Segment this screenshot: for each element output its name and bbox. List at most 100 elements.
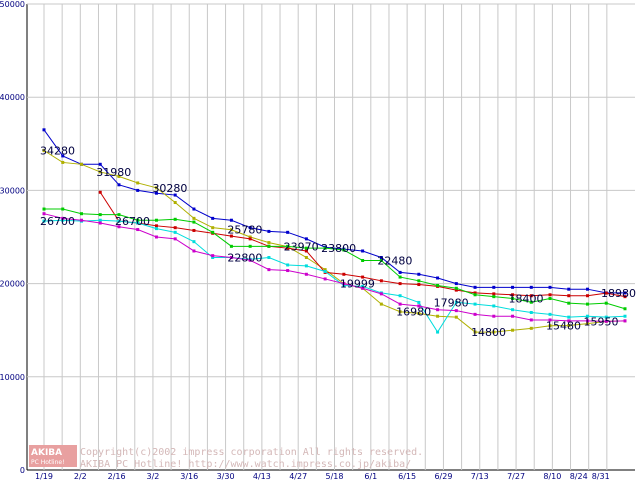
data-label: 25780 [227,224,262,237]
site-url-line: AKIBA PC Hotline! http://www.watch.impre… [80,459,411,470]
series-marker [604,315,608,319]
series-marker [361,286,365,290]
x-tick-label: 6/29 [434,472,452,480]
series-marker [548,293,552,297]
series-marker [304,246,308,250]
x-tick-label: 7/27 [507,472,525,480]
series-marker [61,218,65,222]
series-marker [361,249,365,253]
x-tick-label: 7/13 [471,472,489,480]
series-marker [454,282,458,286]
series-marker [511,293,515,297]
series-marker [492,285,496,289]
data-label: 23800 [321,242,356,255]
series-marker [379,302,383,306]
x-tick-label: 2/2 [74,472,87,480]
copyright-line: Copyright(c)2002 impress corporation All… [80,447,423,458]
data-label: 17980 [434,296,469,309]
series-marker [248,244,252,248]
y-tick-label: 50000 [0,0,25,9]
series-marker [61,160,65,164]
series-marker [286,246,290,250]
series-marker [136,181,140,185]
data-label: 26700 [40,215,75,228]
series-marker [417,300,421,304]
series-marker [154,218,158,222]
watermark: AKIBA PC Hotline! Copyright(c)2002 impre… [29,445,423,470]
series-marker [473,291,477,295]
series-marker [304,237,308,241]
series-marker [323,269,327,273]
data-label: 19999 [340,278,375,291]
series-marker [398,294,402,298]
series-marker [454,315,458,319]
series-marker [173,237,177,241]
series-marker [548,318,552,322]
series-marker [267,229,271,233]
series-marker [267,256,271,260]
series-marker [286,244,290,248]
series-line [44,208,626,310]
chart-series [42,128,627,334]
series-marker [548,324,552,328]
x-tick-label: 3/16 [180,472,198,480]
series-line [43,219,626,334]
series-marker [42,128,46,132]
series-marker [286,263,290,267]
series-marker [136,188,140,192]
series-marker [61,154,65,158]
akiba-logo-box [29,445,77,467]
data-label: 22480 [377,254,412,267]
series-marker [436,330,440,334]
series-marker [567,324,571,328]
series-marker [211,256,215,260]
series-marker [473,285,477,289]
x-tick-label: 8/31 [592,472,610,480]
series-marker [492,304,496,308]
x-tick-label: 5/18 [326,472,344,480]
series-marker [492,314,496,318]
series-marker [117,219,121,223]
x-tick-label: 3/30 [217,472,235,480]
x-axis-ticks: 1/19 2/2 2/16 3/2 3/16 3/30 4/13 4/27 5/18 6/1 6/1… [35,472,610,480]
akiba-logo-subtext: PC Hotline! [31,459,64,466]
series-marker [211,254,215,258]
series-marker [492,292,496,296]
x-tick-label: 4/27 [289,472,307,480]
series-marker [529,285,533,289]
y-tick-label: 20000 [0,280,25,289]
series-marker [436,276,440,280]
y-tick-label: 40000 [0,93,25,102]
series-marker [173,217,177,221]
series-marker [398,275,402,279]
series-marker [211,230,215,234]
series-marker [529,310,533,314]
series-marker [379,256,383,260]
series-marker [511,308,515,312]
series-marker [454,300,458,304]
series-marker [511,297,515,301]
series-marker [117,213,121,217]
x-tick-label: 4/13 [253,472,271,480]
series-marker [398,282,402,286]
data-label: 22800 [227,252,262,265]
series-marker [586,322,590,326]
series-marker [304,256,308,260]
y-tick-label: 0 [20,466,25,475]
series-marker [61,216,65,220]
series-marker [473,302,477,306]
data-label: 15950 [584,315,619,328]
series-marker [623,295,627,299]
data-label: 16980 [396,306,431,319]
series-marker [436,283,440,287]
series-marker [154,224,158,228]
series-marker [286,269,290,273]
series-marker [323,268,327,272]
series-marker [136,221,140,225]
series-marker [211,216,215,220]
series-marker [267,244,271,248]
data-labels: 34280 31980 30280 26700 26700 25780 22800 23970… [40,145,636,340]
series-marker [567,287,571,291]
akiba-logo-text: AKIBA [31,448,62,458]
series-marker [98,213,102,217]
